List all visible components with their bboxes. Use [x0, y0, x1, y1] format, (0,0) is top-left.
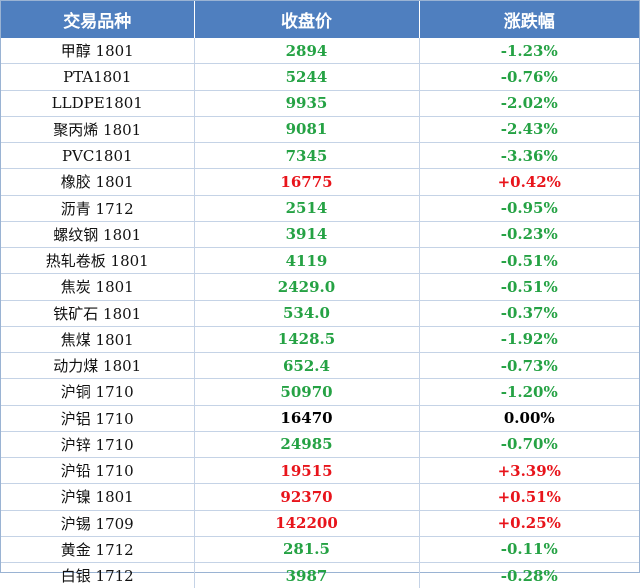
product-name-cell: PVC1801 [1, 143, 194, 169]
close-price-cell: 16470 [194, 405, 419, 431]
product-name-cell: 沪铝 1710 [1, 405, 194, 431]
change-pct-cell: -0.37% [419, 300, 639, 326]
product-name-cell: 螺纹钢 1801 [1, 221, 194, 247]
close-price-cell: 9081 [194, 116, 419, 142]
product-name-cell: 白银 1712 [1, 563, 194, 588]
change-pct-cell: -1.20% [419, 379, 639, 405]
product-name-cell: 沥青 1712 [1, 195, 194, 221]
close-price-cell: 92370 [194, 484, 419, 510]
close-price-cell: 4119 [194, 248, 419, 274]
product-name-cell: 甲醇 1801 [1, 38, 194, 64]
change-pct-cell: -2.43% [419, 116, 639, 142]
product-name-cell: 沪锡 1709 [1, 510, 194, 536]
product-name-cell: 沪锌 1710 [1, 431, 194, 457]
product-name-cell: 动力煤 1801 [1, 353, 194, 379]
close-price-cell: 7345 [194, 143, 419, 169]
table-header-row: 交易品种 收盘价 涨跌幅 [1, 1, 639, 38]
change-pct-cell: -0.51% [419, 274, 639, 300]
close-price-cell: 3914 [194, 221, 419, 247]
change-pct-cell: -1.92% [419, 326, 639, 352]
product-name-cell: 黄金 1712 [1, 536, 194, 562]
product-name-cell: 聚丙烯 1801 [1, 116, 194, 142]
close-price-cell: 2894 [194, 38, 419, 64]
close-price-cell: 1428.5 [194, 326, 419, 352]
change-pct-cell: -1.23% [419, 38, 639, 64]
header-close-price: 收盘价 [194, 1, 419, 38]
product-name-cell: 焦煤 1801 [1, 326, 194, 352]
change-pct-cell: -0.51% [419, 248, 639, 274]
header-change-pct: 涨跌幅 [419, 1, 639, 38]
close-price-cell: 2429.0 [194, 274, 419, 300]
close-price-cell: 142200 [194, 510, 419, 536]
close-price-cell: 50970 [194, 379, 419, 405]
change-pct-cell: -3.36% [419, 143, 639, 169]
change-pct-cell: +0.25% [419, 510, 639, 536]
change-pct-cell: +0.51% [419, 484, 639, 510]
change-pct-cell: +0.42% [419, 169, 639, 195]
change-pct-cell: -0.73% [419, 353, 639, 379]
change-pct-cell: +3.39% [419, 458, 639, 484]
close-price-cell: 9935 [194, 90, 419, 116]
product-name-cell: 沪铅 1710 [1, 458, 194, 484]
close-price-cell: 652.4 [194, 353, 419, 379]
product-name-cell: 沪镍 1801 [1, 484, 194, 510]
header-product: 交易品种 [1, 1, 194, 38]
change-pct-cell: -0.23% [419, 221, 639, 247]
close-price-cell: 2514 [194, 195, 419, 221]
close-price-cell: 19515 [194, 458, 419, 484]
product-name-cell: 铁矿石 1801 [1, 300, 194, 326]
close-price-cell: 534.0 [194, 300, 419, 326]
change-pct-cell: -0.70% [419, 431, 639, 457]
close-price-cell: 5244 [194, 64, 419, 90]
change-pct-cell: -2.02% [419, 90, 639, 116]
change-pct-cell: -0.28% [419, 563, 639, 588]
product-name-cell: 焦炭 1801 [1, 274, 194, 300]
close-price-cell: 16775 [194, 169, 419, 195]
product-name-cell: PTA1801 [1, 64, 194, 90]
change-pct-cell: 0.00% [419, 405, 639, 431]
close-price-cell: 24985 [194, 431, 419, 457]
product-name-cell: 沪铜 1710 [1, 379, 194, 405]
product-name-cell: 热轧卷板 1801 [1, 248, 194, 274]
change-pct-cell: -0.76% [419, 64, 639, 90]
close-price-cell: 281.5 [194, 536, 419, 562]
change-pct-cell: -0.11% [419, 536, 639, 562]
product-name-cell: LLDPE1801 [1, 90, 194, 116]
change-pct-cell: -0.95% [419, 195, 639, 221]
close-price-cell: 3987 [194, 563, 419, 588]
product-name-cell: 橡胶 1801 [1, 169, 194, 195]
